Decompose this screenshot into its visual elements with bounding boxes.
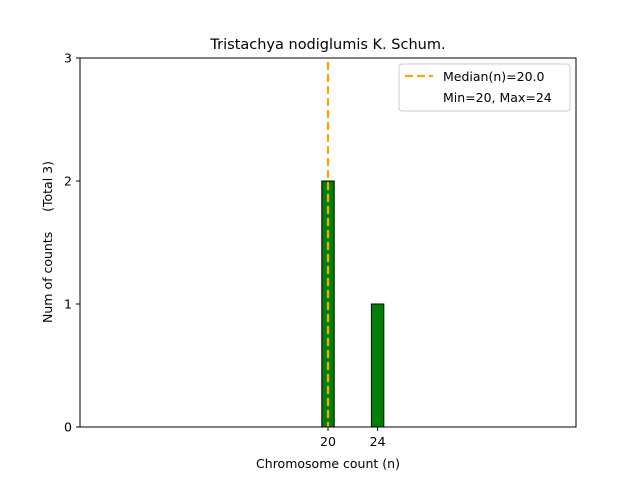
bar-24 [370,303,385,428]
x-tick-label-20: 20 [320,434,336,449]
y-tick-label-0: 0 [64,420,72,435]
y-axis-ticks: 0 1 2 3 [64,51,80,435]
y-axis-label: Num of counts (Total 3) [40,161,55,323]
x-tick-label-24: 24 [370,434,386,449]
x-axis-ticks: 20 24 [320,427,386,449]
legend-median-label: Median(n)=20.0 [443,69,544,84]
legend-range-label: Min=20, Max=24 [443,90,552,105]
y-tick-label-3: 3 [64,51,72,66]
legend: Median(n)=20.0 Min=20, Max=24 [398,63,571,112]
y-tick-label-2: 2 [64,174,72,189]
x-axis-label: Chromosome count (n) [256,456,400,471]
legend-box [398,63,571,112]
chart-title: Tristachya nodiglumis K. Schum. [209,37,445,53]
y-tick-label-1: 1 [64,297,72,312]
